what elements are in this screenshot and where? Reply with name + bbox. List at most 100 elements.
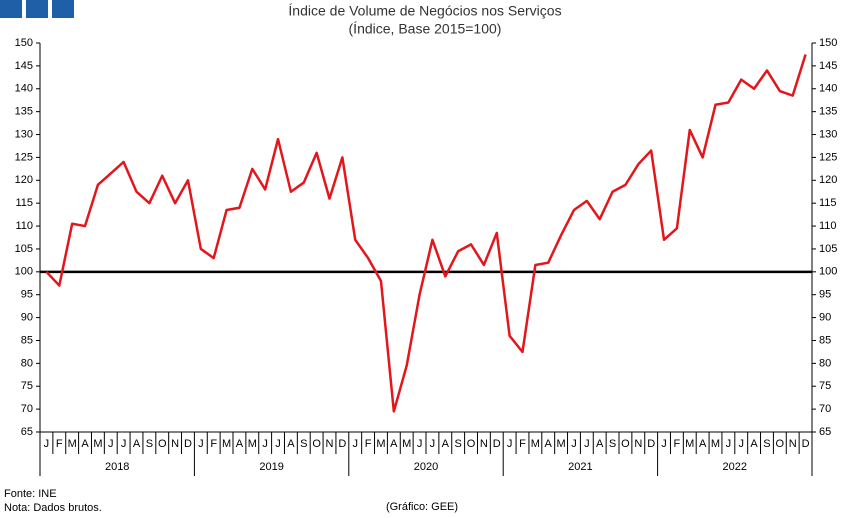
x-tick-label: D [338,438,346,450]
x-tick-label: A [390,438,398,450]
x-tick-label: A [750,438,758,450]
x-tick-label: F [674,438,681,450]
x-tick-label: J [262,438,268,450]
x-tick-label: J [352,438,358,450]
y-tick-label: 125 [15,151,33,163]
x-tick-label: J [571,438,577,450]
x-tick-label: J [726,438,732,450]
x-tick-label: J [44,438,50,450]
y-tick-label: 130 [15,128,33,140]
credit: (Gráfico: GEE) [386,501,458,513]
x-tick-label: F [56,438,63,450]
year-label: 2020 [414,461,438,473]
y-tick-label: 150 [15,37,33,49]
x-tick-label: N [326,438,334,450]
y-tick-label: 65 [21,426,33,438]
y-tick-label: 145 [15,60,33,72]
year-label: 2022 [723,461,747,473]
y-tick-label: 120 [15,174,33,186]
x-tick-label: N [789,438,797,450]
x-tick-label: S [146,438,153,450]
y-tick-label: 135 [15,106,33,118]
y2-tick-label: 150 [819,37,837,49]
x-tick-label: M [222,438,231,450]
y2-tick-label: 140 [819,83,837,95]
x-tick-label: M [68,438,77,450]
chart-title: Índice de Volume de Negócios nos Serviço… [288,3,561,19]
y-tick-label: 115 [15,197,33,209]
y2-tick-label: 100 [819,266,837,278]
year-label: 2021 [568,461,592,473]
data-line [45,54,807,413]
x-tick-label: A [442,438,450,450]
x-tick-label: N [634,438,642,450]
y-tick-label: 140 [15,83,33,95]
source: Fonte: INE [4,488,57,500]
y-tick-label: 85 [21,334,33,346]
x-tick-label: A [545,438,553,450]
x-tick-label: N [480,438,488,450]
x-tick-label: O [312,438,321,450]
year-label: 2019 [259,461,283,473]
y-tick-label: 95 [21,289,33,301]
x-tick-label: S [609,438,616,450]
y2-tick-label: 145 [819,60,837,72]
x-tick-label: D [802,438,810,450]
y2-tick-label: 125 [819,151,837,163]
x-tick-label: J [108,438,114,450]
x-tick-label: O [776,438,785,450]
y-tick-label: 110 [15,220,33,232]
y2-tick-label: 120 [819,174,837,186]
x-tick-label: M [557,438,566,450]
x-tick-label: J [198,438,204,450]
x-tick-label: A [287,438,295,450]
x-tick-label: O [467,438,476,450]
x-tick-label: O [621,438,630,450]
y2-tick-label: 110 [819,220,837,232]
y-tick-label: 75 [21,380,33,392]
x-tick-label: F [519,438,526,450]
note: Nota: Dados brutos. [4,502,102,514]
x-tick-label: M [402,438,411,450]
x-tick-label: J [738,438,744,450]
x-tick-label: D [647,438,655,450]
x-tick-label: M [93,438,102,450]
x-tick-label: J [584,438,590,450]
x-tick-label: M [248,438,257,450]
x-tick-label: O [158,438,167,450]
x-tick-label: J [430,438,436,450]
x-tick-label: M [376,438,385,450]
y2-tick-label: 135 [819,106,837,118]
y-tick-label: 80 [21,357,33,369]
x-tick-label: F [210,438,217,450]
x-tick-label: A [236,438,244,450]
y2-tick-label: 70 [819,403,831,415]
x-tick-label: J [507,438,513,450]
x-tick-label: J [417,438,423,450]
y2-tick-label: 90 [819,311,831,323]
y-tick-label: 90 [21,311,33,323]
y2-tick-label: 130 [819,128,837,140]
x-tick-label: A [81,438,89,450]
x-tick-label: S [763,438,770,450]
x-tick-label: M [685,438,694,450]
y2-tick-label: 115 [819,197,837,209]
x-tick-label: A [133,438,141,450]
y-tick-label: 70 [21,403,33,415]
y-tick-label: 100 [15,266,33,278]
year-label: 2018 [105,461,129,473]
x-tick-label: D [493,438,501,450]
x-tick-label: J [275,438,281,450]
y2-tick-label: 80 [819,357,831,369]
x-tick-label: S [300,438,307,450]
y2-tick-label: 95 [819,289,831,301]
logo-square [26,0,48,18]
x-tick-label: F [365,438,372,450]
x-tick-label: A [596,438,604,450]
logo-square [52,0,74,18]
x-tick-label: M [531,438,540,450]
y-tick-label: 105 [15,243,33,255]
x-tick-label: A [699,438,707,450]
y2-tick-label: 65 [819,426,831,438]
